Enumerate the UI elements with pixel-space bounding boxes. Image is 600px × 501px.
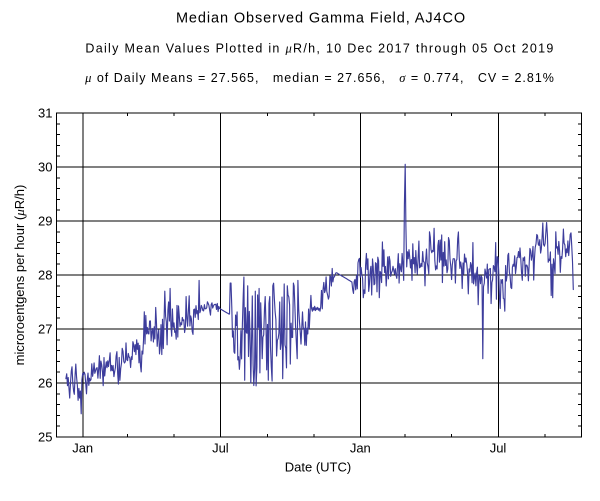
svg-text:Jul: Jul <box>212 441 229 456</box>
svg-text:Jan: Jan <box>72 441 93 456</box>
svg-text:Date (UTC): Date (UTC) <box>285 460 351 475</box>
svg-text:Jan: Jan <box>350 441 371 456</box>
svg-text:25: 25 <box>38 430 52 445</box>
svg-text:31: 31 <box>38 106 52 121</box>
svg-text:Median Observed Gamma Field, A: Median Observed Gamma Field, AJ4CO <box>176 11 466 27</box>
svg-text:29: 29 <box>38 214 52 229</box>
svg-text:μ of Daily Means = 27.565, m: μ of Daily Means = 27.565, median = 27.6… <box>84 71 555 85</box>
svg-text:30: 30 <box>38 160 52 175</box>
svg-text:28: 28 <box>38 268 52 283</box>
svg-text:27: 27 <box>38 322 52 337</box>
svg-text:26: 26 <box>38 376 52 391</box>
svg-text:Daily Mean Values Plotted in μ: Daily Mean Values Plotted in μR/h, 10 De… <box>85 42 554 56</box>
svg-text:microroentgens per hour (μR/h): microroentgens per hour (μR/h) <box>12 185 27 366</box>
svg-text:Jul: Jul <box>490 441 507 456</box>
